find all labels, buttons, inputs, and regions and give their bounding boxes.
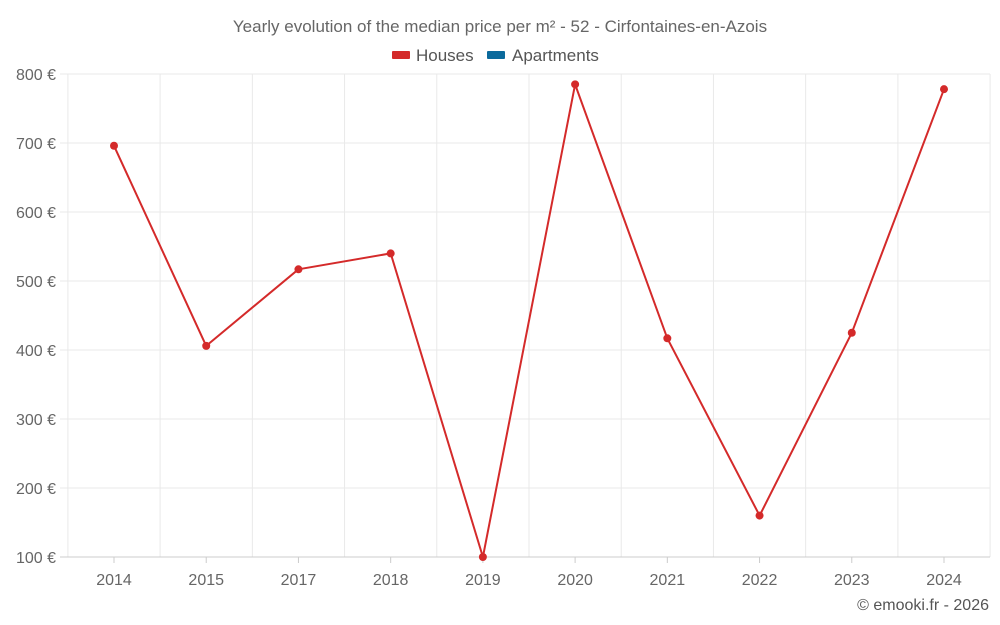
x-tick-label: 2019	[465, 572, 501, 589]
y-tick-label: 200 €	[16, 481, 56, 498]
y-tick-label: 500 €	[16, 274, 56, 291]
chart-title: Yearly evolution of the median price per…	[233, 17, 767, 36]
legend-label-apartments: Apartments	[512, 46, 599, 65]
legend-swatch-houses	[392, 51, 410, 59]
data-point-houses[interactable]	[110, 141, 118, 150]
legend-item-houses[interactable]: Houses	[392, 46, 474, 65]
y-gridlines	[60, 73, 990, 489]
x-tick-label: 2015	[188, 572, 224, 589]
credit-text: © emooki.fr - 2026	[857, 597, 989, 614]
data-point-houses[interactable]	[847, 328, 856, 337]
series-line-houses	[113, 83, 945, 558]
series-houses	[110, 80, 948, 561]
x-tick-label: 2017	[281, 572, 317, 589]
data-point-houses[interactable]	[571, 80, 580, 89]
y-tick-label: 400 €	[16, 343, 56, 360]
legend-label-houses: Houses	[416, 46, 474, 65]
legend-item-apartments[interactable]: Apartments	[487, 46, 599, 65]
x-axis-labels: 2014 2015 2017 2018 2019 2020 2021 2022 2023 2024	[96, 572, 962, 589]
y-tick-label: 300 €	[16, 412, 56, 429]
data-point-houses[interactable]	[940, 85, 948, 94]
data-point-houses[interactable]	[386, 249, 395, 258]
data-point-houses[interactable]	[294, 265, 303, 274]
data-point-houses[interactable]	[202, 341, 211, 350]
x-tick-label: 2023	[834, 572, 870, 589]
x-tick-label: 2014	[96, 572, 132, 589]
data-point-houses[interactable]	[478, 553, 487, 561]
x-axis-ticks	[113, 557, 945, 563]
x-tick-label: 2022	[742, 572, 778, 589]
y-tick-label: 600 €	[16, 205, 56, 222]
x-tick-label: 2021	[650, 572, 686, 589]
legend-swatch-apartments	[487, 51, 505, 59]
data-point-houses[interactable]	[755, 511, 764, 520]
y-tick-label: 700 €	[16, 136, 56, 153]
legend: Houses Apartments	[392, 46, 599, 65]
y-tick-label: 800 €	[16, 67, 56, 84]
y-axis-labels: 100 € 200 € 300 € 400 € 500 € 600 € 700 € 800 €	[16, 67, 56, 567]
x-tick-label: 2024	[926, 572, 962, 589]
x-tick-label: 2018	[373, 572, 409, 589]
y-tick-label: 100 €	[16, 550, 56, 567]
x-tick-label: 2020	[557, 572, 593, 589]
data-point-houses[interactable]	[663, 334, 672, 343]
